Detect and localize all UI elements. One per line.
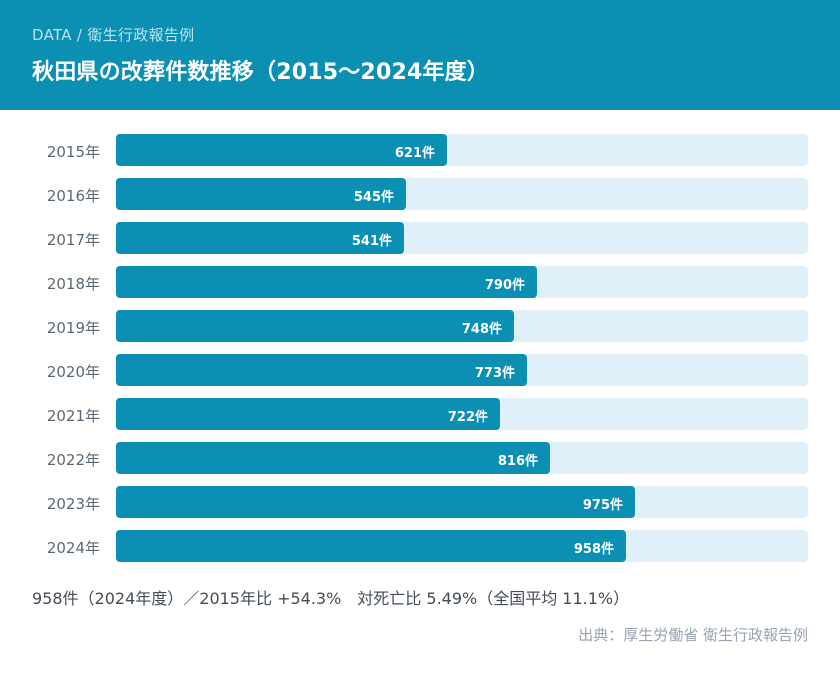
value-label: 958件	[573, 542, 614, 557]
bar-row: 2019年 748件	[0, 310, 840, 342]
bar-track: 975件	[116, 486, 808, 518]
bar-track: 748件	[116, 310, 808, 342]
y-tick-label: 2016年	[46, 187, 100, 205]
bar-row: 2015年 621件	[0, 134, 840, 166]
bar-row: 2023年 975件	[0, 486, 840, 518]
breadcrumb: DATA / 衛生行政報告例	[32, 26, 195, 44]
value-label: 816件	[497, 454, 538, 469]
bar: 816件	[116, 442, 550, 474]
chart-title: 秋田県の改葬件数推移（2015〜2024年度）	[32, 60, 490, 85]
bar: 773件	[116, 354, 527, 386]
bar-row: 2024年 958件	[0, 530, 840, 562]
value-label: 748件	[461, 322, 502, 337]
bar-track: 816件	[116, 442, 808, 474]
bar-row: 2022年 816件	[0, 442, 840, 474]
y-tick-label: 2024年	[46, 539, 100, 557]
value-label: 621件	[394, 146, 435, 161]
bar-track: 790件	[116, 266, 808, 298]
bar-row: 2020年 773件	[0, 354, 840, 386]
bar-row: 2021年 722件	[0, 398, 840, 430]
y-tick-label: 2015年	[46, 143, 100, 161]
value-label: 790件	[484, 278, 525, 293]
bar-track: 722件	[116, 398, 808, 430]
bar-row: 2017年 541件	[0, 222, 840, 254]
y-tick-label: 2020年	[46, 363, 100, 381]
header: DATA / 衛生行政報告例 秋田県の改葬件数推移（2015〜2024年度）	[0, 0, 840, 110]
y-tick-label: 2021年	[46, 407, 100, 425]
y-tick-label: 2017年	[46, 231, 100, 249]
bar-track: 545件	[116, 178, 808, 210]
bar-track: 958件	[116, 530, 808, 562]
bar: 722件	[116, 398, 500, 430]
bar: 621件	[116, 134, 447, 166]
y-tick-label: 2022年	[46, 451, 100, 469]
y-tick-label: 2018年	[46, 275, 100, 293]
bar: 958件	[116, 530, 626, 562]
value-label: 773件	[474, 366, 515, 381]
value-label: 722件	[447, 410, 488, 425]
bar-row: 2016年 545件	[0, 178, 840, 210]
bar-row: 2018年 790件	[0, 266, 840, 298]
bar: 748件	[116, 310, 514, 342]
bar-track: 541件	[116, 222, 808, 254]
value-label: 541件	[351, 234, 392, 249]
y-tick-label: 2019年	[46, 319, 100, 337]
bar-track: 773件	[116, 354, 808, 386]
bar: 975件	[116, 486, 635, 518]
source-note: 出典：厚生労働省 衛生行政報告例	[578, 626, 808, 644]
value-label: 545件	[353, 190, 394, 205]
value-label: 975件	[582, 498, 623, 513]
bar: 545件	[116, 178, 406, 210]
bar-track: 621件	[116, 134, 808, 166]
summary-text: 958件（2024年度）／2015年比 +54.3% 対死亡比 5.49%（全国…	[32, 589, 630, 608]
y-tick-label: 2023年	[46, 495, 100, 513]
bar: 541件	[116, 222, 404, 254]
bar: 790件	[116, 266, 537, 298]
